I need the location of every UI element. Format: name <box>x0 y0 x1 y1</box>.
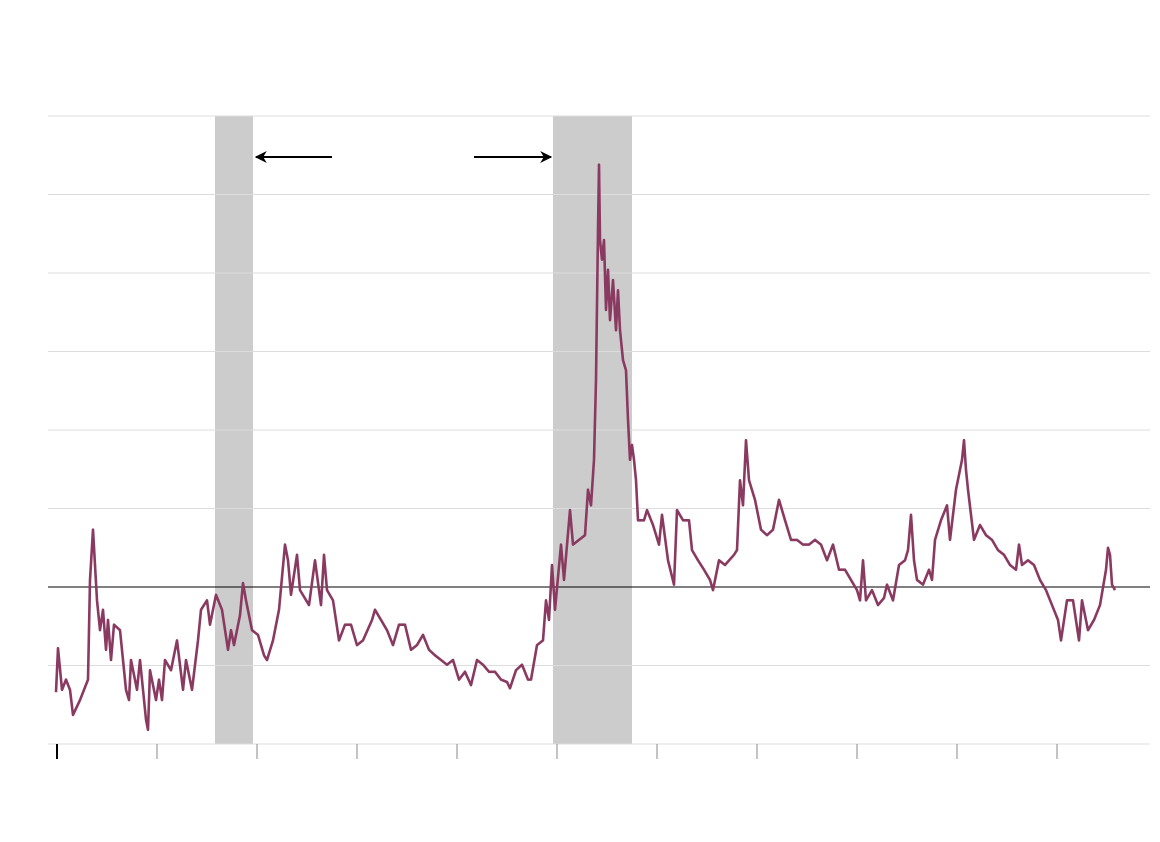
data-line <box>54 163 1117 732</box>
plot <box>54 163 1117 732</box>
